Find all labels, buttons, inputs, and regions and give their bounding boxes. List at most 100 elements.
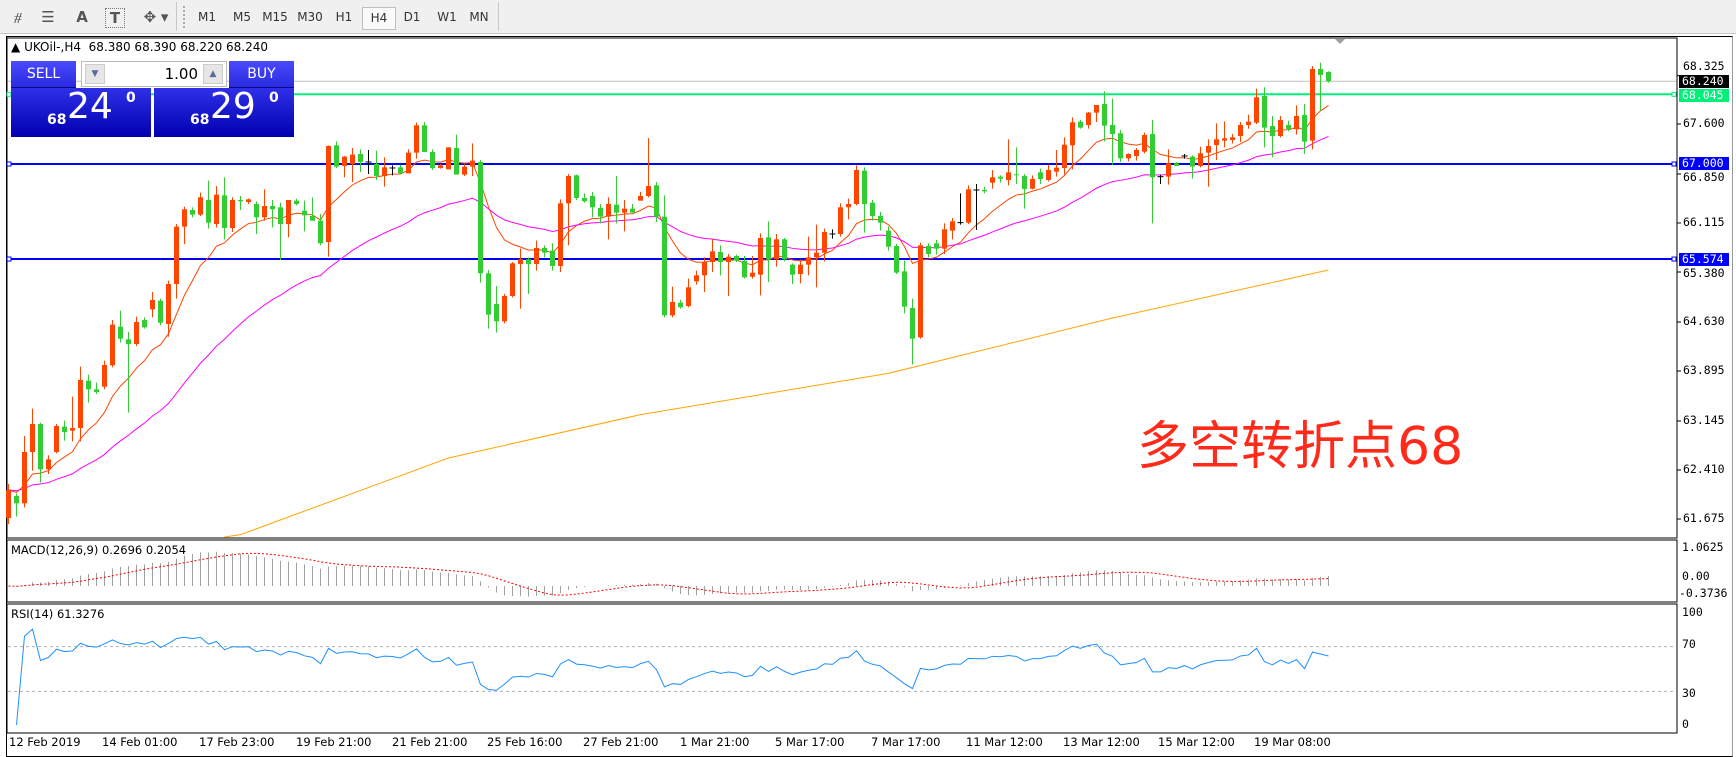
candle-body xyxy=(406,152,411,174)
candle-body xyxy=(670,301,675,316)
candle xyxy=(774,233,779,267)
time-label: 17 Feb 23:00 xyxy=(199,735,275,749)
candle-body xyxy=(790,264,795,275)
arrows-icon[interactable]: ✥ ▾ xyxy=(143,8,169,26)
candle-body xyxy=(382,167,387,176)
candle xyxy=(134,316,139,346)
candle xyxy=(1030,175,1035,190)
symbol-header: ▲ UKOil-,H4 68.380 68.390 68.220 68.240 xyxy=(11,40,268,54)
fibonacci-icon[interactable]: ☰ xyxy=(41,8,55,26)
candle xyxy=(694,270,699,285)
timeframe-m15[interactable]: M15 xyxy=(262,10,288,24)
candle xyxy=(166,280,171,337)
chart-shift-marker-icon[interactable] xyxy=(1335,39,1345,44)
candle xyxy=(566,173,571,246)
buy-price-big: 29 xyxy=(210,86,256,127)
candle xyxy=(502,293,507,324)
candle-body xyxy=(62,426,67,432)
buy-price-box[interactable]: 68 29 0 xyxy=(154,86,294,137)
candle-body xyxy=(206,199,211,223)
candle-body xyxy=(1318,68,1323,75)
annotation-text[interactable]: 多空转折点68 xyxy=(1137,417,1464,477)
timeframe-m5[interactable]: M5 xyxy=(233,10,251,24)
candle-body xyxy=(1134,149,1139,156)
lot-size-input[interactable]: 1.00 xyxy=(164,65,198,83)
timeframe-d1[interactable]: D1 xyxy=(403,10,421,24)
candle xyxy=(630,203,635,213)
candle xyxy=(1118,129,1123,162)
candle-body xyxy=(30,423,35,452)
candle-body xyxy=(334,145,339,167)
candle-body xyxy=(710,251,715,262)
candle-body xyxy=(1006,172,1011,180)
candle xyxy=(973,183,980,230)
candle xyxy=(886,226,891,251)
candle-body xyxy=(806,257,811,265)
candle-body xyxy=(286,199,291,224)
candle-body xyxy=(734,255,739,261)
candle xyxy=(606,197,611,240)
sell-button[interactable]: SELL xyxy=(11,61,76,88)
candle xyxy=(1294,105,1299,135)
candle xyxy=(46,455,51,474)
candle-body xyxy=(1086,112,1091,125)
lot-size-stepper[interactable]: ▼ 1.00 ▲ xyxy=(81,61,227,87)
candle xyxy=(814,224,819,288)
symbol-ohlc: 68.380 68.390 68.220 68.240 xyxy=(88,40,269,54)
candle xyxy=(1222,121,1227,148)
candle-body xyxy=(854,169,859,204)
candle xyxy=(30,408,35,471)
candle xyxy=(462,163,467,176)
candle xyxy=(518,248,523,309)
candle xyxy=(350,147,355,182)
sell-price-box[interactable]: 68 24 0 xyxy=(11,86,151,137)
timeframe-h1[interactable]: H1 xyxy=(335,10,353,24)
candle-body xyxy=(678,302,683,308)
collapse-triangle-icon[interactable]: ▲ xyxy=(11,40,21,54)
timeframe-m30[interactable]: M30 xyxy=(297,10,323,24)
candle xyxy=(278,202,283,260)
candle-body xyxy=(1094,104,1099,113)
toolbar-grip[interactable] xyxy=(183,6,188,28)
buy-price-sup: 0 xyxy=(269,90,279,106)
candle xyxy=(254,201,259,234)
candle-body xyxy=(1238,124,1243,136)
candle xyxy=(318,213,323,246)
price-axis-label: 64.630 xyxy=(1683,313,1725,328)
elliott-wave-icon[interactable]: ⧣ xyxy=(13,8,23,26)
candle-body xyxy=(910,307,915,339)
buy-button[interactable]: BUY xyxy=(229,61,294,88)
candle xyxy=(310,197,315,221)
candle xyxy=(1246,114,1251,129)
timeframe-h4[interactable]: H4 xyxy=(362,7,396,30)
candle-body xyxy=(126,339,131,344)
candle-body xyxy=(422,125,427,152)
candle xyxy=(1006,139,1011,186)
candle-body xyxy=(518,259,523,264)
candle xyxy=(750,255,755,279)
decrease-lot-icon[interactable]: ▼ xyxy=(85,64,105,84)
candle xyxy=(1318,62,1323,111)
long-moving-average-line xyxy=(224,269,1329,538)
candle-body xyxy=(38,423,43,470)
candle-body xyxy=(342,156,347,166)
candle-body xyxy=(1118,133,1123,159)
price-axis-label: 63.895 xyxy=(1683,362,1725,377)
timeframe-m1[interactable]: M1 xyxy=(198,10,216,24)
candle-body xyxy=(630,208,635,213)
text-label-icon[interactable]: T xyxy=(105,8,125,28)
candle xyxy=(870,199,875,221)
increase-lot-icon[interactable]: ▲ xyxy=(203,64,223,84)
candle-body xyxy=(110,324,115,366)
candle xyxy=(334,141,339,168)
timeframe-w1[interactable]: W1 xyxy=(437,10,457,24)
candle xyxy=(542,245,547,258)
candle xyxy=(1102,91,1107,142)
price-axis-label: 65.380 xyxy=(1683,265,1725,280)
text-icon[interactable]: A xyxy=(76,8,88,26)
candle-body xyxy=(1294,115,1299,130)
candle xyxy=(446,147,451,170)
candle xyxy=(942,223,947,254)
timeframe-mn[interactable]: MN xyxy=(469,10,489,24)
